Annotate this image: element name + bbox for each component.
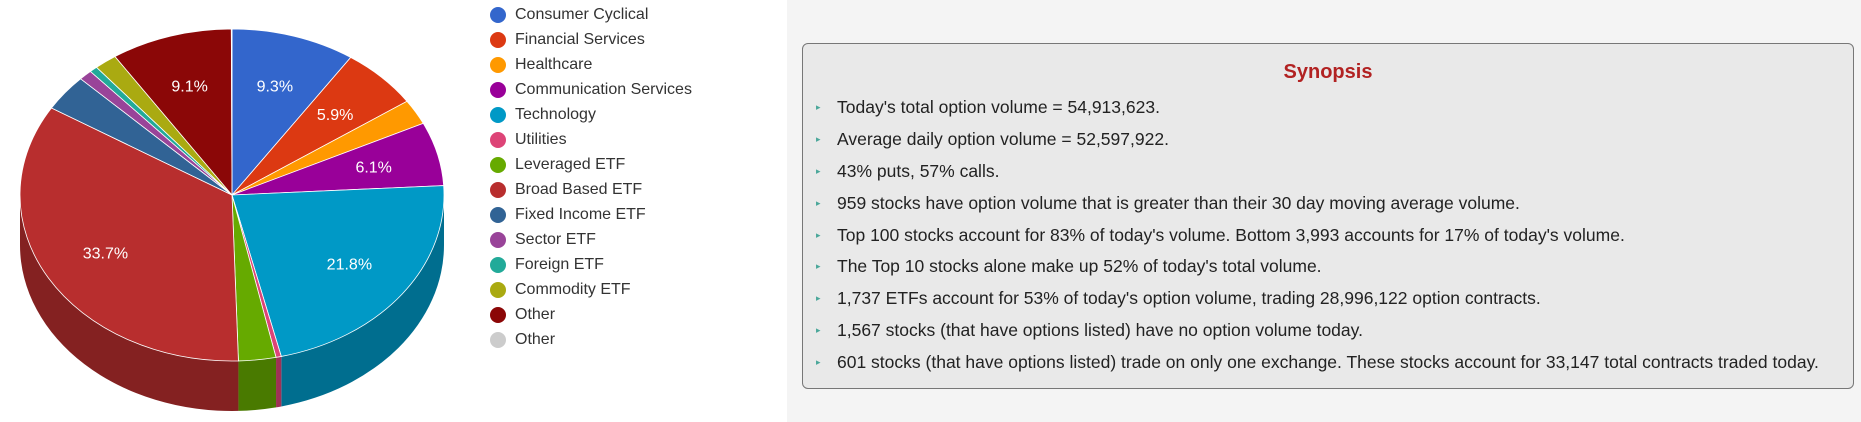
- legend-swatch-icon: [490, 256, 506, 273]
- legend-item[interactable]: Leveraged ETF: [490, 152, 692, 177]
- pie-slice-13[interactable]: [230, 28, 233, 196]
- legend-item[interactable]: Communication Services: [490, 77, 692, 102]
- legend-swatch-icon: [490, 206, 506, 223]
- synopsis-text: 601 stocks (that have options listed) tr…: [837, 351, 1819, 372]
- slice-value-label: 9.3%: [257, 78, 293, 95]
- slice-labels: 9.3% 5.9% 6.1% 21.8% 33.7% 9.1%: [83, 78, 392, 273]
- legend-label: Commodity ETF: [515, 280, 631, 298]
- legend-item[interactable]: Broad Based ETF: [490, 177, 692, 202]
- legend-label: Communication Services: [515, 80, 692, 98]
- pie-side-4: [281, 195, 444, 407]
- bullet-icon: ▸: [816, 293, 821, 304]
- legend-swatch-icon: [490, 181, 506, 198]
- legend-label: Technology: [515, 105, 596, 123]
- synopsis-title: Synopsis: [1283, 61, 1373, 83]
- synopsis-item: ▸ Today's total option volume = 54,913,62…: [816, 92, 1853, 124]
- legend-label: Other: [515, 330, 556, 348]
- synopsis-item: ▸ Top 100 stocks account for 83% of today…: [816, 219, 1853, 251]
- synopsis-text: Top 100 stocks account for 83% of today'…: [837, 224, 1625, 245]
- synopsis-item: ▸ 43% puts, 57% calls.: [816, 156, 1853, 188]
- legend-item[interactable]: Utilities: [490, 127, 692, 152]
- chart-legend: Consumer Cyclical Financial Services Healt…: [490, 2, 692, 352]
- legend-label: Utilities: [515, 130, 567, 148]
- synopsis-item: ▸ 1,737 ETFs account for 53% of today's o…: [816, 283, 1853, 315]
- bullet-icon: ▸: [816, 324, 821, 335]
- legend-label: Foreign ETF: [515, 255, 604, 273]
- legend-swatch-icon: [490, 31, 506, 48]
- pie-side-5: [276, 356, 282, 408]
- synopsis-item: ▸ 959 stocks have option volume that is g…: [816, 187, 1853, 219]
- synopsis-item: ▸ The Top 10 stocks alone make up 52% of …: [816, 251, 1853, 283]
- legend-item[interactable]: Healthcare: [490, 52, 692, 77]
- bullet-icon: ▸: [816, 356, 821, 367]
- legend-item[interactable]: Fixed Income ETF: [490, 202, 692, 227]
- legend-label: Healthcare: [515, 55, 593, 73]
- legend-swatch-icon: [490, 156, 506, 173]
- synopsis-item: ▸ 601 stocks (that have options listed) t…: [816, 346, 1853, 378]
- pie-slice-0[interactable]: [231, 28, 352, 197]
- synopsis-box: Synopsis ▸ Today's total option volume = …: [802, 43, 1854, 389]
- bullet-icon: ▸: [816, 134, 821, 145]
- legend-item[interactable]: Technology: [490, 102, 692, 127]
- pie-slice-12[interactable]: [114, 28, 233, 197]
- bullet-icon: ▸: [816, 229, 821, 240]
- legend-label: Sector ETF: [515, 230, 596, 248]
- legend-label: Fixed Income ETF: [515, 205, 646, 223]
- legend-item[interactable]: Consumer Cyclical: [490, 2, 692, 27]
- legend-swatch-icon: [490, 281, 506, 298]
- bullet-icon: ▸: [816, 197, 821, 208]
- legend-item[interactable]: Sector ETF: [490, 227, 692, 252]
- pie-slice-7[interactable]: [19, 107, 239, 362]
- synopsis-text: 959 stocks have option volume that is gr…: [837, 192, 1520, 213]
- legend-label: Broad Based ETF: [515, 180, 643, 198]
- legend-item[interactable]: Commodity ETF: [490, 277, 692, 302]
- synopsis-item: ▸ Average daily option volume = 52,597,92…: [816, 124, 1853, 156]
- legend-swatch-icon: [490, 81, 506, 98]
- legend-label: Leveraged ETF: [515, 155, 626, 173]
- bullet-icon: ▸: [816, 102, 821, 113]
- legend-swatch-icon: [490, 131, 506, 148]
- legend-item[interactable]: Other: [490, 302, 692, 327]
- synopsis-text: The Top 10 stocks alone make up 52% of t…: [837, 256, 1322, 277]
- legend-swatch-icon: [490, 56, 506, 73]
- legend-item[interactable]: Financial Services: [490, 27, 692, 52]
- bullet-icon: ▸: [816, 261, 821, 272]
- slice-value-label: 33.7%: [83, 245, 128, 262]
- legend-swatch-icon: [490, 6, 506, 23]
- legend-label: Financial Services: [515, 30, 645, 48]
- synopsis-text: Today's total option volume = 54,913,623…: [837, 97, 1160, 118]
- legend-swatch-icon: [490, 106, 506, 123]
- slice-value-label: 21.8%: [327, 256, 372, 273]
- pie-slices: [19, 28, 445, 362]
- pie-chart: 9.3% 5.9% 6.1% 21.8% 33.7% 9.1%: [19, 28, 445, 412]
- legend-label: Other: [515, 305, 556, 323]
- legend-label: Consumer Cyclical: [515, 5, 649, 23]
- slice-value-label: 5.9%: [317, 107, 353, 124]
- synopsis-list: ▸ Today's total option volume = 54,913,62…: [803, 92, 1853, 378]
- bullet-icon: ▸: [816, 165, 821, 176]
- synopsis-item: ▸ 1,567 stocks (that have options listed)…: [816, 315, 1853, 347]
- slice-value-label: 9.1%: [171, 78, 207, 95]
- pie-slice-4[interactable]: [231, 185, 445, 357]
- synopsis-text: 1,567 stocks (that have options listed) …: [837, 319, 1363, 340]
- legend-item[interactable]: Foreign ETF: [490, 252, 692, 277]
- pie-side-6: [238, 357, 277, 411]
- slice-value-label: 6.1%: [355, 159, 391, 176]
- legend-swatch-icon: [490, 306, 506, 323]
- legend-item[interactable]: Other: [490, 327, 692, 352]
- legend-swatch-icon: [490, 331, 506, 348]
- synopsis-text: 1,737 ETFs account for 53% of today's op…: [837, 288, 1541, 309]
- synopsis-text: Average daily option volume = 52,597,922…: [837, 129, 1169, 150]
- synopsis-panel: Synopsis ▸ Today's total option volume = …: [787, 0, 1861, 422]
- legend-swatch-icon: [490, 231, 506, 248]
- synopsis-text: 43% puts, 57% calls.: [837, 160, 1000, 181]
